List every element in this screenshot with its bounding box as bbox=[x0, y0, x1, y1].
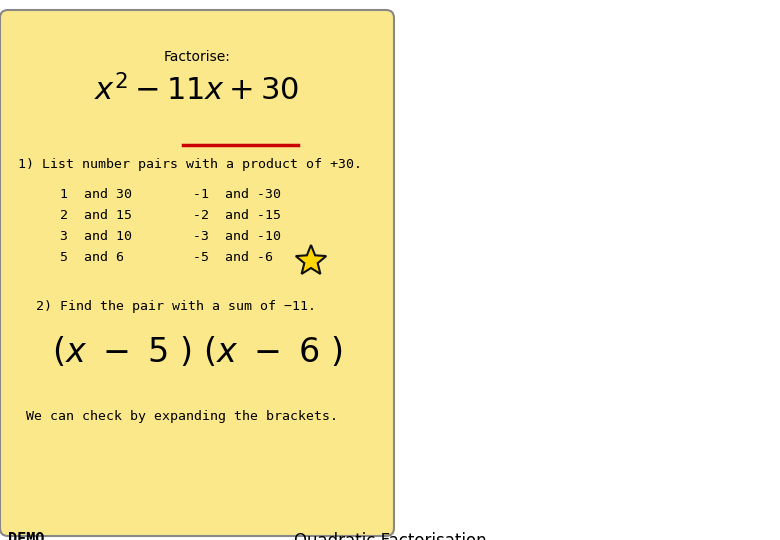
Text: $( x\ -\ 5\ )\ ( x\ -\ 6\ )$: $( x\ -\ 5\ )\ ( x\ -\ 6\ )$ bbox=[51, 335, 342, 369]
Text: 3  and 10: 3 and 10 bbox=[60, 230, 132, 243]
Text: -1  and -30: -1 and -30 bbox=[193, 188, 281, 201]
Text: Factorise:: Factorise: bbox=[164, 50, 230, 64]
Text: -5  and -6: -5 and -6 bbox=[193, 251, 273, 264]
Text: 5  and 6: 5 and 6 bbox=[60, 251, 124, 264]
Text: 1  and 30: 1 and 30 bbox=[60, 188, 132, 201]
Text: -3  and -10: -3 and -10 bbox=[193, 230, 281, 243]
Polygon shape bbox=[296, 245, 326, 274]
Text: -2  and -15: -2 and -15 bbox=[193, 209, 281, 222]
FancyBboxPatch shape bbox=[0, 10, 394, 536]
Text: $x^2 - 11x + 30$: $x^2 - 11x + 30$ bbox=[94, 75, 300, 107]
Text: 2) Find the pair with a sum of −11.: 2) Find the pair with a sum of −11. bbox=[36, 300, 316, 313]
Text: Quadratic Factorisation: Quadratic Factorisation bbox=[294, 532, 486, 540]
Text: 1) List number pairs with a product of +30.: 1) List number pairs with a product of +… bbox=[18, 158, 362, 171]
Text: 2  and 15: 2 and 15 bbox=[60, 209, 132, 222]
Text: DEMO: DEMO bbox=[8, 532, 44, 540]
Text: We can check by expanding the brackets.: We can check by expanding the brackets. bbox=[26, 410, 338, 423]
